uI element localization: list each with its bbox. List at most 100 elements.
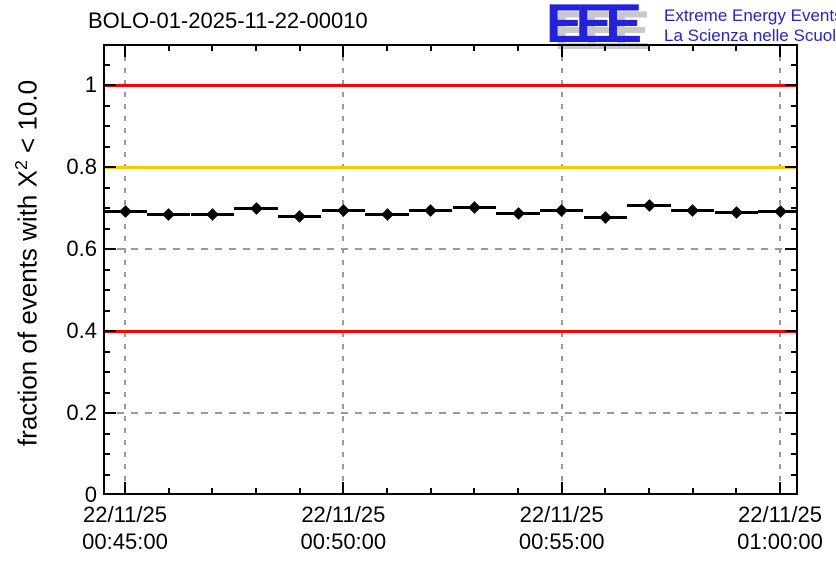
y-tick bbox=[103, 412, 116, 414]
x-tick-label: 22/11/25 00:45:00 bbox=[50, 501, 200, 555]
x-tick bbox=[342, 482, 345, 495]
y-tick bbox=[785, 84, 798, 86]
y-tick bbox=[791, 371, 798, 373]
y-tick bbox=[103, 289, 110, 291]
y-tick bbox=[103, 227, 110, 230]
x-tick bbox=[560, 44, 563, 57]
eee-logo-tagline: Extreme Energy Events La Scienza nelle S… bbox=[664, 6, 836, 46]
plot-title: BOLO-01-2025-11-22-00010 bbox=[88, 8, 368, 33]
x-tick bbox=[211, 44, 214, 51]
x-tick bbox=[255, 488, 257, 495]
reference-line bbox=[103, 165, 798, 169]
x-tick bbox=[124, 482, 126, 495]
y-tick-label: 0.4 bbox=[66, 318, 97, 343]
x-tick-label: 22/11/25 00:55:00 bbox=[487, 501, 637, 555]
x-tick bbox=[517, 488, 519, 495]
y-tick-label: 0.2 bbox=[66, 400, 97, 425]
y-tick bbox=[791, 125, 798, 127]
x-tick bbox=[779, 44, 781, 57]
y-tick bbox=[103, 371, 110, 373]
y-gridline bbox=[103, 248, 798, 250]
x-tick bbox=[648, 488, 650, 495]
x-tick bbox=[648, 44, 650, 51]
x-tick-date: 22/11/25 bbox=[301, 502, 386, 527]
y-tick bbox=[103, 473, 110, 476]
x-tick bbox=[735, 44, 738, 51]
x-gridline bbox=[124, 44, 126, 495]
y-tick bbox=[103, 248, 116, 250]
x-tick bbox=[124, 44, 126, 57]
y-tick bbox=[103, 268, 110, 271]
y-tick bbox=[785, 412, 798, 414]
y-tick bbox=[791, 63, 798, 66]
y-tick bbox=[103, 453, 110, 455]
plot-frame bbox=[103, 44, 798, 495]
reference-line bbox=[103, 329, 798, 333]
x-tick bbox=[386, 44, 388, 51]
x-tick-label: 22/11/25 01:00:00 bbox=[705, 501, 836, 555]
y-tick bbox=[791, 207, 798, 209]
y-tick-label: 0 bbox=[84, 482, 97, 507]
y-tick bbox=[103, 166, 116, 168]
y-tick bbox=[103, 63, 110, 66]
x-gridline bbox=[342, 44, 345, 495]
x-tick-date: 22/11/25 bbox=[82, 502, 167, 527]
y-tick bbox=[785, 330, 798, 332]
x-tick bbox=[779, 482, 781, 495]
y-tick bbox=[103, 207, 110, 209]
x-tick bbox=[167, 488, 170, 495]
x-tick bbox=[167, 44, 170, 51]
y-tick bbox=[791, 268, 798, 271]
x-tick-date: 22/11/25 bbox=[737, 502, 822, 527]
y-axis-title-superscript: 2 bbox=[11, 160, 31, 171]
x-tick bbox=[473, 488, 476, 495]
y-tick-label: 0.8 bbox=[66, 154, 97, 179]
y-tick bbox=[103, 125, 110, 127]
x-tick-date: 22/11/25 bbox=[519, 502, 604, 527]
eee-logo-icon: EEE bbox=[546, 0, 642, 54]
x-tick bbox=[691, 44, 694, 51]
y-tick bbox=[791, 104, 798, 107]
x-tick bbox=[604, 488, 607, 495]
y-tick bbox=[103, 186, 110, 189]
eee-logo-tagline-line2: La Scienza nelle Scuole bbox=[664, 26, 836, 45]
y-tick bbox=[791, 186, 798, 189]
y-tick bbox=[103, 309, 110, 312]
y-tick bbox=[785, 166, 798, 168]
y-tick bbox=[791, 453, 798, 455]
x-tick bbox=[517, 44, 519, 51]
y-tick bbox=[791, 473, 798, 476]
x-tick bbox=[560, 482, 563, 495]
y-tick bbox=[785, 248, 798, 250]
y-tick bbox=[103, 350, 110, 353]
eee-logo-tagline-line1: Extreme Energy Events bbox=[664, 6, 836, 25]
x-tick bbox=[211, 488, 214, 495]
y-tick bbox=[103, 84, 116, 86]
y-tick-label: 1 bbox=[84, 72, 97, 97]
y-tick bbox=[791, 391, 798, 394]
x-gridline bbox=[560, 44, 563, 495]
x-tick bbox=[298, 44, 301, 51]
x-tick-time: 00:45:00 bbox=[82, 529, 168, 554]
x-tick bbox=[298, 488, 301, 495]
x-tick bbox=[691, 488, 694, 495]
x-tick bbox=[255, 44, 257, 51]
y-tick bbox=[791, 145, 798, 148]
x-tick-label: 22/11/25 00:50:00 bbox=[268, 501, 418, 555]
reference-line bbox=[103, 83, 798, 87]
x-tick bbox=[735, 488, 738, 495]
x-gridline bbox=[779, 44, 781, 495]
y-tick bbox=[103, 104, 110, 107]
x-tick-time: 00:50:00 bbox=[300, 529, 387, 554]
y-tick-label: 0.6 bbox=[66, 236, 97, 261]
x-tick bbox=[386, 488, 388, 495]
y-tick bbox=[791, 309, 798, 312]
y-tick bbox=[103, 330, 116, 332]
y-tick bbox=[791, 227, 798, 230]
x-tick-time: 01:00:00 bbox=[737, 529, 823, 554]
y-tick bbox=[791, 350, 798, 353]
y-tick bbox=[103, 432, 110, 435]
x-tick bbox=[429, 488, 432, 495]
x-tick-time: 00:55:00 bbox=[518, 529, 605, 554]
